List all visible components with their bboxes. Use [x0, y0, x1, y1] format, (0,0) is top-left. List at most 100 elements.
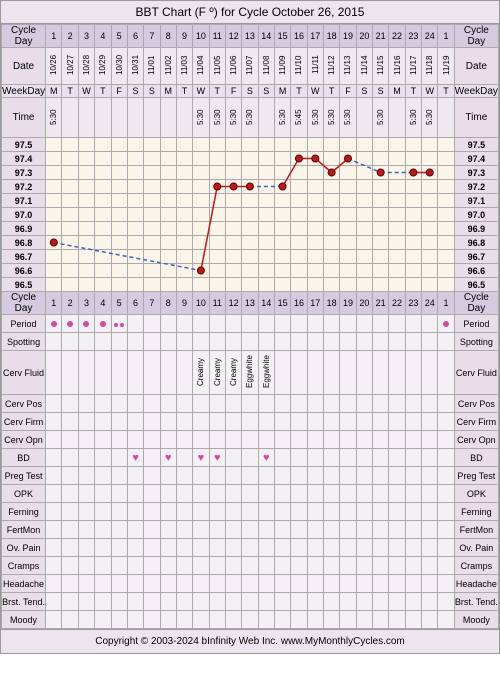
cell [62, 539, 78, 557]
cell [438, 521, 454, 539]
temp-cell [258, 222, 274, 236]
cell: ♥ [160, 449, 176, 467]
cell [258, 611, 274, 629]
cell [209, 413, 225, 431]
temp-cell [356, 180, 372, 194]
cell [389, 351, 405, 395]
cell [62, 521, 78, 539]
cell [95, 395, 111, 413]
cell [144, 98, 160, 138]
temp-cell [160, 236, 176, 250]
temp-cell [291, 278, 307, 292]
cell [193, 521, 209, 539]
temp-cell [422, 236, 438, 250]
cell [340, 485, 356, 503]
temp-cell [389, 264, 405, 278]
temp-cell [373, 250, 389, 264]
row-label-cervPos: Cerv Pos [2, 395, 46, 413]
temp-cell [193, 138, 209, 152]
temp-cell [225, 180, 241, 194]
cell [225, 575, 241, 593]
cell [323, 333, 339, 351]
cell [144, 315, 160, 333]
temp-cell [209, 278, 225, 292]
cell [225, 431, 241, 449]
cell [62, 431, 78, 449]
cell [95, 315, 111, 333]
temp-cell [307, 236, 323, 250]
cell [258, 333, 274, 351]
cell [193, 395, 209, 413]
temp-cell [340, 278, 356, 292]
temp-cell [95, 208, 111, 222]
cell [422, 315, 438, 333]
cell [95, 413, 111, 431]
cell [62, 467, 78, 485]
cell: M [274, 85, 290, 98]
cell [209, 503, 225, 521]
cell [160, 557, 176, 575]
cell [95, 521, 111, 539]
temp-cell [176, 166, 192, 180]
temp-cell [111, 152, 127, 166]
temp-cell [225, 278, 241, 292]
row-label-cycleDay: Cycle Day [2, 25, 46, 48]
cell: 5 [111, 25, 127, 48]
cell: 16 [291, 292, 307, 315]
cell [389, 575, 405, 593]
cell [160, 521, 176, 539]
temp-cell [209, 208, 225, 222]
temp-cell [340, 194, 356, 208]
cell [176, 315, 192, 333]
temp-cell [127, 180, 143, 194]
cell [323, 449, 339, 467]
cell [291, 611, 307, 629]
row-label-date: Date [2, 48, 46, 85]
temp-cell [62, 222, 78, 236]
cell [356, 351, 372, 395]
cell [144, 575, 160, 593]
row-label-cramps: Cramps [2, 557, 46, 575]
temp-cell [160, 208, 176, 222]
cell: 5:30 [405, 98, 421, 138]
cell [373, 503, 389, 521]
temp-scale-l: 96.7 [2, 250, 46, 264]
cell [62, 351, 78, 395]
cell [46, 557, 62, 575]
cell [389, 503, 405, 521]
cell: 15 [274, 25, 290, 48]
cell [422, 557, 438, 575]
temp-cell [373, 180, 389, 194]
cell [405, 593, 421, 611]
cell [307, 333, 323, 351]
cell: 11 [209, 292, 225, 315]
temp-cell [307, 264, 323, 278]
cell [242, 593, 258, 611]
cell [225, 467, 241, 485]
cell [46, 485, 62, 503]
temp-cell [405, 152, 421, 166]
temp-cell [111, 222, 127, 236]
temp-cell [307, 278, 323, 292]
cell [356, 395, 372, 413]
cell [62, 315, 78, 333]
cell [209, 557, 225, 575]
cell: 2 [62, 292, 78, 315]
cell [78, 485, 94, 503]
cell: 11/14 [356, 48, 372, 85]
cell [193, 485, 209, 503]
temp-cell [95, 236, 111, 250]
temp-cell [46, 236, 62, 250]
temp-cell [323, 194, 339, 208]
temp-cell [422, 208, 438, 222]
cell [193, 593, 209, 611]
temp-cell [111, 278, 127, 292]
temp-scale-r: 97.4 [454, 152, 498, 166]
cell [209, 593, 225, 611]
period-dot-icon [443, 321, 449, 327]
cell [127, 98, 143, 138]
temp-cell [340, 208, 356, 222]
temp-cell [127, 222, 143, 236]
cell [356, 611, 372, 629]
cell: W [78, 85, 94, 98]
